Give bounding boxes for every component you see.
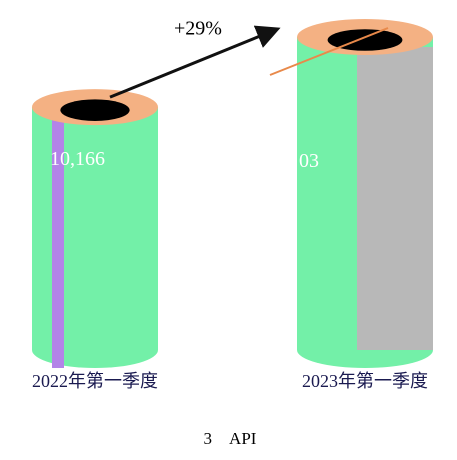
value-label: 10,166 — [50, 148, 105, 170]
cylinder — [297, 19, 433, 368]
x-tick-label: 2023年第一季度 — [302, 371, 428, 391]
cylinder — [32, 89, 158, 369]
caption: 3 API — [204, 429, 257, 448]
shade — [357, 47, 433, 350]
x-tick-label: 2022年第一季度 — [32, 371, 158, 391]
growth-arrow — [109, 25, 281, 99]
cylinder-body — [32, 107, 158, 369]
cylinder-top-inner — [60, 99, 130, 121]
growth-annotation: +29% — [174, 18, 222, 40]
value-label: 13,103 — [264, 150, 319, 172]
growth-arrow-2 — [269, 27, 389, 76]
stripe — [52, 107, 64, 369]
